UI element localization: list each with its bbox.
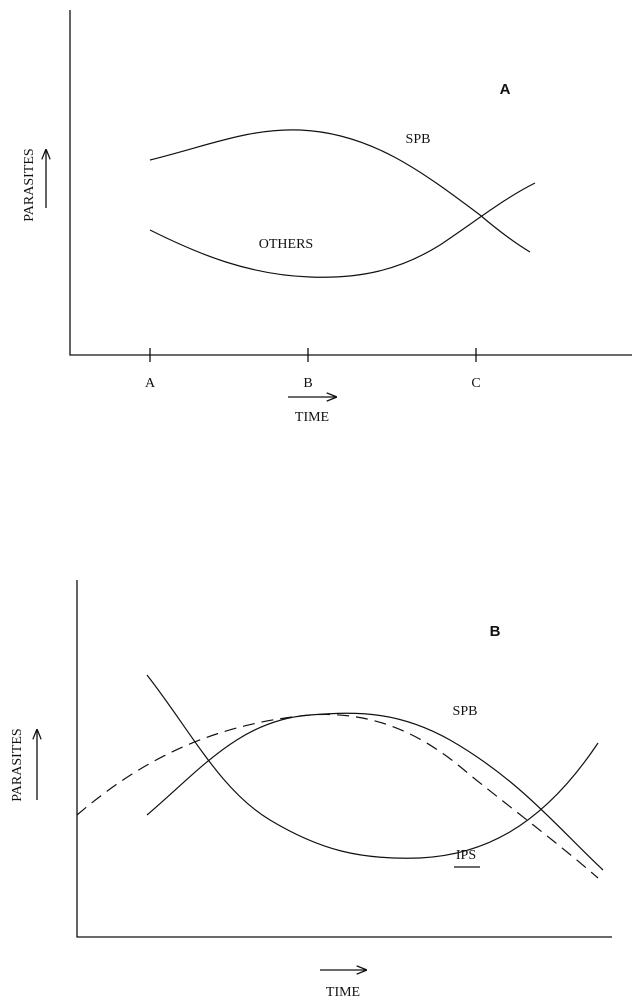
panel-label: B [490, 623, 501, 640]
panel-b: B PARASITES TIME SPB IPS [10, 580, 612, 1000]
panel-a: A B C TIME PARASITES A SPB OTHERS [22, 10, 632, 425]
curve [149, 182, 536, 278]
tick-label: A [145, 376, 156, 391]
curve-label: IPS [456, 848, 476, 863]
tick-label: B [303, 376, 312, 391]
axes [69, 10, 632, 356]
axes [76, 580, 612, 938]
x-label: TIME [326, 985, 360, 1000]
curve-label: SPB [453, 704, 478, 719]
tick-label: C [471, 376, 480, 391]
panel-label: A [500, 81, 511, 98]
x-label: TIME [295, 410, 329, 425]
y-label: PARASITES [22, 148, 37, 221]
curve [146, 712, 604, 871]
curve-dashed [76, 713, 599, 879]
curve [149, 129, 531, 253]
curve [146, 674, 599, 859]
y-label: PARASITES [10, 728, 25, 801]
curve-label: OTHERS [259, 237, 313, 252]
curve-label: SPB [406, 132, 431, 147]
